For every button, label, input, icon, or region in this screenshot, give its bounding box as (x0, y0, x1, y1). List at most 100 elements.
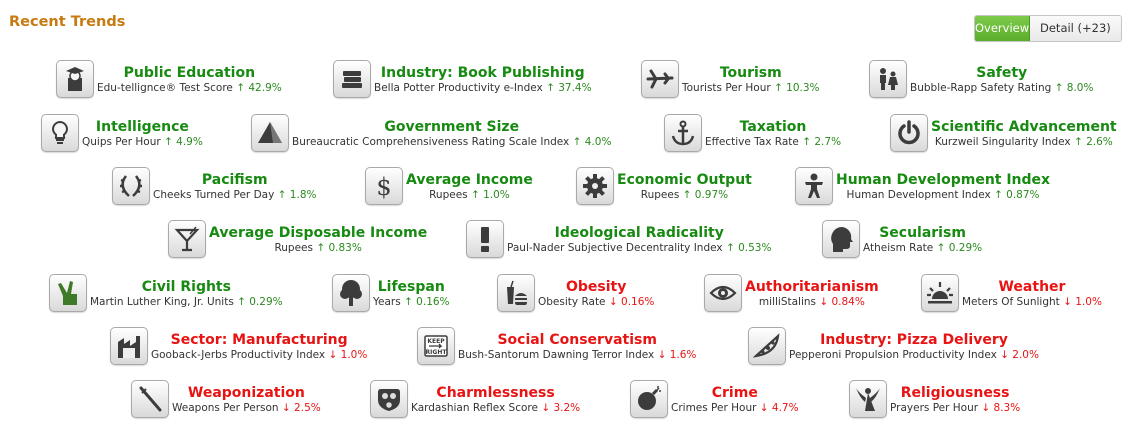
trend-metric-line: milliStalins ↓ 0.84% (759, 296, 865, 309)
dollar-icon: $ (365, 167, 403, 205)
trend-metric: Bureaucratic Comprehensiveness Rating Sc… (292, 135, 573, 148)
trend-item[interactable]: Authoritarianism milliStalins ↓ 0.84% (704, 274, 879, 312)
view-toggle: Overview Detail (+23) (974, 15, 1122, 42)
trend-change: ↑ 42.9% (236, 81, 282, 94)
trend-name[interactable]: Scientific Advancement (931, 118, 1117, 135)
trend-name[interactable]: Government Size (384, 118, 520, 135)
svg-text:KEEP: KEEP (427, 338, 445, 345)
trend-item[interactable]: Public Education Edu-tellignce® Test Scor… (56, 60, 282, 98)
trend-item[interactable]: Secularism Atheism Rate ↑ 0.29% (822, 220, 982, 258)
trend-change: ↑ 1.8% (277, 188, 317, 201)
trend-item[interactable]: Average Disposable Income Rupees ↑ 0.83% (168, 220, 427, 258)
trend-item[interactable]: Safety Bubble-Rapp Safety Rating ↑ 8.0% (869, 60, 1093, 98)
trend-item[interactable]: Intelligence Quips Per Hour ↑ 4.9% (41, 114, 203, 152)
trend-name[interactable]: Weather (998, 278, 1066, 295)
trend-item[interactable]: Obesity Obesity Rate ↓ 0.16% (497, 274, 654, 312)
trend-name[interactable]: Weaponization (187, 384, 305, 401)
trend-metric: Crimes Per Hour (671, 401, 760, 414)
detail-button[interactable]: Detail (+23) (1030, 16, 1121, 41)
trend-item[interactable]: Industry: Pizza Delivery Pepperoni Propul… (748, 327, 1039, 365)
trend-change: ↓ 1.0% (1063, 295, 1102, 308)
trend-metric-line: Gooback-Jerbs Productivity Index ↓ 1.0% (151, 349, 367, 362)
trend-item[interactable]: Weather Meters Of Sunlight ↓ 1.0% (921, 274, 1102, 312)
trend-item[interactable]: Tourism Tourists Per Hour ↑ 10.3% (641, 60, 820, 98)
trend-name[interactable]: Pacifism (201, 171, 268, 188)
trend-item[interactable]: Religiousness Prayers Per Hour ↓ 8.3% (849, 380, 1020, 418)
svg-text:$: $ (376, 173, 391, 200)
trend-name[interactable]: Obesity (566, 278, 627, 295)
trend-item[interactable]: Lifespan Years ↑ 0.16% (332, 274, 450, 312)
trend-metric: Paul-Nader Subjective Decentrality Index (507, 241, 726, 254)
trend-name[interactable]: Industry: Book Publishing (380, 64, 585, 81)
trend-name[interactable]: Tourism (719, 64, 782, 81)
trend-metric-line: Effective Tax Rate ↑ 2.7% (705, 136, 841, 149)
trend-item[interactable]: KEEP RIGHT Social Conservatism Bush-Santoru… (417, 327, 696, 365)
trend-metric: Prayers Per Hour (890, 401, 982, 414)
trend-name[interactable]: Civil Rights (141, 278, 231, 295)
section-title: Recent Trends (9, 14, 126, 30)
trend-item[interactable]: Taxation Effective Tax Rate ↑ 2.7% (664, 114, 841, 152)
trend-name[interactable]: Authoritarianism (745, 278, 879, 295)
trend-name[interactable]: Taxation (739, 118, 807, 135)
trend-change: ↑ 0.29% (936, 241, 983, 254)
trend-metric-line: Rupees ↑ 0.97% (641, 189, 728, 202)
trend-item[interactable]: Scientific Advancement Kurzweil Singulari… (890, 114, 1117, 152)
trend-metric: Effective Tax Rate (705, 135, 803, 148)
trend-name[interactable]: Sector: Manufacturing (170, 331, 348, 348)
trend-name[interactable]: Average Income (406, 171, 533, 188)
trend-metric: Bubble-Rapp Safety Rating (910, 81, 1055, 94)
trend-change: ↑ 10.3% (774, 81, 820, 94)
trend-item[interactable]: $ Average Income Rupees ↑ 1.0% (365, 167, 533, 205)
trend-metric-line: Atheism Rate ↑ 0.29% (863, 242, 982, 255)
trend-metric-line: Quips Per Hour ↑ 4.9% (82, 136, 203, 149)
trend-item[interactable]: Civil Rights Martin Luther King, Jr. Unit… (49, 274, 283, 312)
trend-change: ↑ 0.97% (682, 188, 729, 201)
trend-item[interactable]: Charmlessness Kardashian Reflex Score ↓ 3… (370, 380, 580, 418)
trend-name[interactable]: Economic Output (617, 171, 752, 188)
trend-item[interactable]: Economic Output Rupees ↑ 0.97% (576, 167, 752, 205)
trend-text: Government Size Bureaucratic Comprehensiv… (292, 118, 611, 149)
trend-change: ↑ 0.53% (725, 241, 772, 254)
trend-text: Weaponization Weapons Per Person ↓ 2.5% (172, 384, 321, 415)
trend-name[interactable]: Religiousness (900, 384, 1010, 401)
trend-metric: Atheism Rate (863, 241, 937, 254)
trend-name[interactable]: Charmlessness (436, 384, 555, 401)
trend-item[interactable]: Crime Crimes Per Hour ↓ 4.7% (630, 380, 799, 418)
trend-name[interactable]: Human Development Index (836, 171, 1051, 188)
trend-metric: Years (373, 295, 405, 308)
trend-item[interactable]: Industry: Book Publishing Bella Potter Pr… (333, 60, 592, 98)
svg-text:RIGHT: RIGHT (426, 349, 448, 356)
trend-name[interactable]: Intelligence (95, 118, 189, 135)
trend-name[interactable]: Crime (711, 384, 758, 401)
trend-name[interactable]: Lifespan (377, 278, 445, 295)
trend-text: Economic Output Rupees ↑ 0.97% (617, 171, 752, 202)
gear-icon (576, 167, 614, 205)
trend-name[interactable]: Secularism (879, 224, 966, 241)
trend-item[interactable]: Human Development Index Human Development… (795, 167, 1050, 205)
trend-name[interactable]: Average Disposable Income (209, 224, 428, 241)
trend-change: ↓ 2.0% (1000, 348, 1039, 361)
trend-name[interactable]: Ideological Radicality (554, 224, 724, 241)
trend-change: ↑ 37.4% (546, 81, 592, 94)
trend-metric: Obesity Rate (538, 295, 609, 308)
trend-change: ↑ 0.16% (404, 295, 450, 308)
trend-metric: Human Development Index (846, 188, 995, 201)
trend-item[interactable]: Pacifism Cheeks Turned Per Day ↑ 1.8% (112, 167, 316, 205)
trend-metric: Kurzweil Singularity Index (934, 135, 1074, 148)
trend-name[interactable]: Safety (976, 64, 1028, 81)
trend-name[interactable]: Social Conservatism (497, 331, 657, 348)
trend-name[interactable]: Public Education (123, 64, 256, 81)
trend-text: Scientific Advancement Kurzweil Singulari… (931, 118, 1117, 149)
trend-item[interactable]: Ideological Radicality Paul-Nader Subject… (466, 220, 771, 258)
trend-metric-line: Bubble-Rapp Safety Rating ↑ 8.0% (910, 82, 1093, 95)
trend-metric-line: Edu-tellignce® Test Score ↑ 42.9% (97, 82, 282, 95)
trend-text: Industry: Book Publishing Bella Potter Pr… (374, 64, 592, 95)
overview-button[interactable]: Overview (975, 16, 1030, 41)
trend-item[interactable]: Sector: Manufacturing Gooback-Jerbs Produ… (110, 327, 367, 365)
person-icon (795, 167, 833, 205)
trend-metric-line: Bush-Santorum Dawning Terror Index ↓ 1.6… (458, 349, 696, 362)
trend-name[interactable]: Industry: Pizza Delivery (820, 331, 1008, 348)
trend-item[interactable]: Weaponization Weapons Per Person ↓ 2.5% (131, 380, 321, 418)
trend-change: ↑ 8.0% (1054, 81, 1094, 94)
trend-item[interactable]: Government Size Bureaucratic Comprehensiv… (251, 114, 611, 152)
